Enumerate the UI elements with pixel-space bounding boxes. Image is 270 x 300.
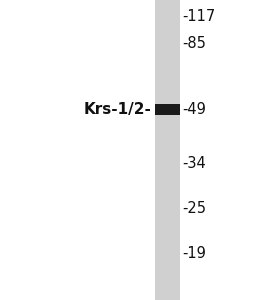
Text: -25: -25 bbox=[182, 201, 206, 216]
Text: -34: -34 bbox=[182, 156, 206, 171]
Text: -19: -19 bbox=[182, 246, 206, 261]
Bar bbox=[155, 104, 180, 115]
Text: -117: -117 bbox=[182, 9, 215, 24]
Bar bbox=[155, 0, 180, 300]
Text: -49: -49 bbox=[182, 102, 206, 117]
Text: Krs-1/2-: Krs-1/2- bbox=[83, 102, 151, 117]
Text: -85: -85 bbox=[182, 36, 206, 51]
